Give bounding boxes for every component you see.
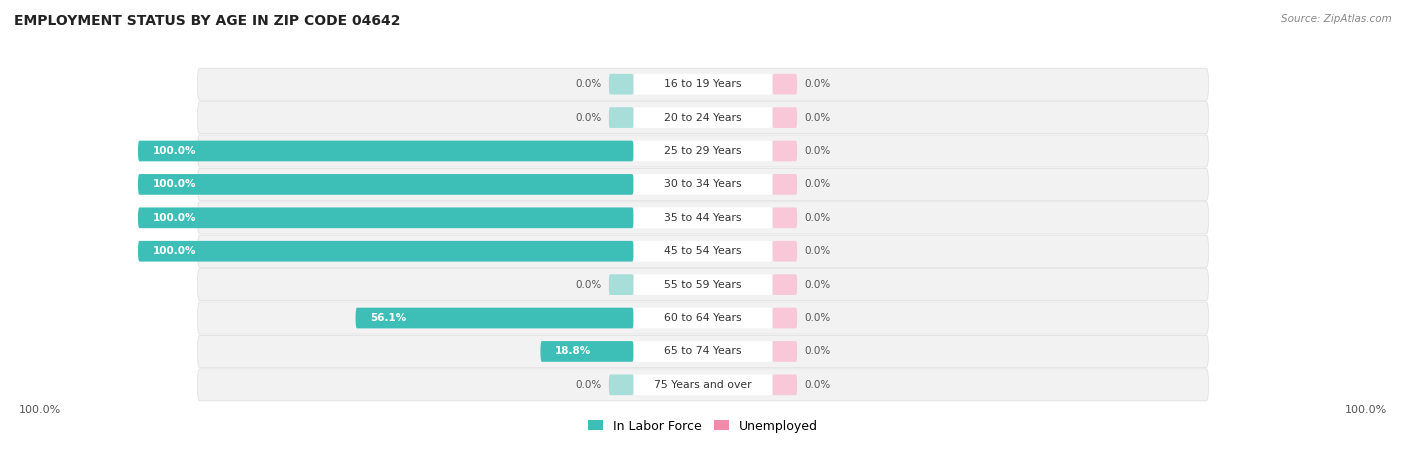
FancyBboxPatch shape xyxy=(634,374,772,395)
Text: 0.0%: 0.0% xyxy=(804,113,831,123)
Text: 35 to 44 Years: 35 to 44 Years xyxy=(664,213,742,223)
FancyBboxPatch shape xyxy=(138,207,634,228)
Text: 0.0%: 0.0% xyxy=(804,246,831,256)
FancyBboxPatch shape xyxy=(772,274,797,295)
FancyBboxPatch shape xyxy=(138,174,634,195)
Text: 55 to 59 Years: 55 to 59 Years xyxy=(664,280,742,290)
FancyBboxPatch shape xyxy=(634,274,772,295)
Text: 0.0%: 0.0% xyxy=(575,280,602,290)
Legend: In Labor Force, Unemployed: In Labor Force, Unemployed xyxy=(583,414,823,437)
FancyBboxPatch shape xyxy=(772,107,797,128)
Text: 0.0%: 0.0% xyxy=(804,146,831,156)
FancyBboxPatch shape xyxy=(772,207,797,228)
Text: Source: ZipAtlas.com: Source: ZipAtlas.com xyxy=(1281,14,1392,23)
FancyBboxPatch shape xyxy=(609,107,634,128)
Text: 75 Years and over: 75 Years and over xyxy=(654,380,752,390)
FancyBboxPatch shape xyxy=(772,374,797,395)
Text: 0.0%: 0.0% xyxy=(804,380,831,390)
FancyBboxPatch shape xyxy=(138,141,634,161)
Text: 100.0%: 100.0% xyxy=(20,405,62,415)
Text: 0.0%: 0.0% xyxy=(804,313,831,323)
Text: 16 to 19 Years: 16 to 19 Years xyxy=(664,79,742,89)
Text: 65 to 74 Years: 65 to 74 Years xyxy=(664,346,742,356)
Text: 0.0%: 0.0% xyxy=(804,79,831,89)
FancyBboxPatch shape xyxy=(634,107,772,128)
FancyBboxPatch shape xyxy=(197,302,1209,334)
FancyBboxPatch shape xyxy=(634,341,772,362)
FancyBboxPatch shape xyxy=(197,235,1209,267)
Text: 0.0%: 0.0% xyxy=(804,179,831,189)
Text: 0.0%: 0.0% xyxy=(804,346,831,356)
Text: 0.0%: 0.0% xyxy=(804,280,831,290)
FancyBboxPatch shape xyxy=(772,141,797,161)
FancyBboxPatch shape xyxy=(772,341,797,362)
Text: 100.0%: 100.0% xyxy=(153,179,197,189)
FancyBboxPatch shape xyxy=(634,207,772,228)
Text: 100.0%: 100.0% xyxy=(153,146,197,156)
FancyBboxPatch shape xyxy=(609,374,634,395)
FancyBboxPatch shape xyxy=(772,74,797,95)
FancyBboxPatch shape xyxy=(634,308,772,328)
FancyBboxPatch shape xyxy=(609,74,634,95)
Text: 100.0%: 100.0% xyxy=(1344,405,1386,415)
FancyBboxPatch shape xyxy=(138,241,634,262)
Text: 0.0%: 0.0% xyxy=(575,380,602,390)
FancyBboxPatch shape xyxy=(197,336,1209,368)
FancyBboxPatch shape xyxy=(197,168,1209,200)
Text: 30 to 34 Years: 30 to 34 Years xyxy=(664,179,742,189)
FancyBboxPatch shape xyxy=(197,135,1209,167)
FancyBboxPatch shape xyxy=(197,101,1209,133)
Text: 100.0%: 100.0% xyxy=(153,213,197,223)
Text: 45 to 54 Years: 45 to 54 Years xyxy=(664,246,742,256)
Text: EMPLOYMENT STATUS BY AGE IN ZIP CODE 04642: EMPLOYMENT STATUS BY AGE IN ZIP CODE 046… xyxy=(14,14,401,28)
FancyBboxPatch shape xyxy=(634,74,772,95)
Text: 100.0%: 100.0% xyxy=(153,246,197,256)
FancyBboxPatch shape xyxy=(772,308,797,328)
FancyBboxPatch shape xyxy=(609,274,634,295)
Text: 60 to 64 Years: 60 to 64 Years xyxy=(664,313,742,323)
FancyBboxPatch shape xyxy=(772,174,797,195)
FancyBboxPatch shape xyxy=(634,141,772,161)
Text: 25 to 29 Years: 25 to 29 Years xyxy=(664,146,742,156)
FancyBboxPatch shape xyxy=(634,241,772,262)
Text: 18.8%: 18.8% xyxy=(555,346,592,356)
FancyBboxPatch shape xyxy=(197,202,1209,234)
FancyBboxPatch shape xyxy=(356,308,634,328)
Text: 0.0%: 0.0% xyxy=(804,213,831,223)
FancyBboxPatch shape xyxy=(197,269,1209,301)
Text: 56.1%: 56.1% xyxy=(370,313,406,323)
FancyBboxPatch shape xyxy=(634,174,772,195)
Text: 0.0%: 0.0% xyxy=(575,79,602,89)
Text: 20 to 24 Years: 20 to 24 Years xyxy=(664,113,742,123)
FancyBboxPatch shape xyxy=(540,341,634,362)
Text: 0.0%: 0.0% xyxy=(575,113,602,123)
FancyBboxPatch shape xyxy=(197,68,1209,100)
FancyBboxPatch shape xyxy=(197,369,1209,401)
FancyBboxPatch shape xyxy=(772,241,797,262)
